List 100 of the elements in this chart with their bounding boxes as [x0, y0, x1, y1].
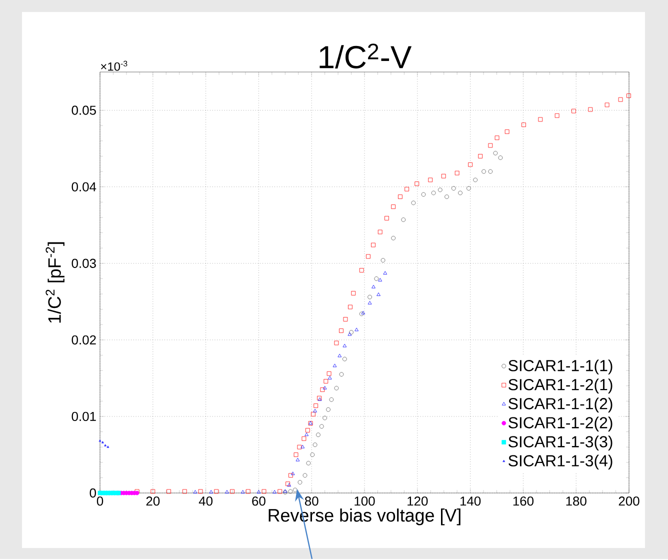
- point: [458, 190, 462, 196]
- x-tick-label: 60: [252, 496, 266, 506]
- y-tick-label: 0.05: [72, 106, 96, 116]
- point: [572, 109, 576, 114]
- point: [498, 156, 503, 160]
- point: [401, 218, 406, 222]
- point: [225, 490, 229, 494]
- point: [342, 344, 347, 348]
- point: [294, 452, 298, 458]
- point: [454, 171, 460, 176]
- point: [468, 162, 473, 168]
- point: [311, 412, 316, 417]
- x-tick-label: 20: [146, 496, 160, 506]
- y-axis-title: 1/C$^{2}$ [pF$^{-2}$]: [46, 242, 64, 323]
- point: [288, 489, 293, 494]
- point: [339, 328, 344, 334]
- point: [378, 278, 382, 282]
- x-tick-label: 40: [198, 496, 213, 506]
- point: [374, 276, 379, 282]
- x-tick-label: 0: [96, 496, 104, 506]
- point: [326, 372, 332, 376]
- point: [312, 442, 318, 448]
- point: [193, 490, 198, 494]
- point: [256, 490, 261, 494]
- point: [322, 386, 327, 390]
- point: [319, 424, 324, 429]
- point: [150, 489, 156, 494]
- point: [488, 170, 493, 174]
- legend-label: SICAR1-1-1(2): [508, 398, 612, 413]
- point: [359, 268, 364, 273]
- point: [493, 151, 498, 156]
- point: [322, 416, 328, 420]
- legend-label: SICAR1-1-2(2): [508, 416, 612, 432]
- point: [313, 409, 317, 412]
- x-tick-label: 140: [460, 496, 481, 506]
- point: [324, 379, 328, 384]
- legend-label: SICAR1-1-3(4): [508, 454, 612, 470]
- point: [438, 188, 442, 192]
- point: [431, 190, 436, 196]
- point: [305, 428, 310, 433]
- x-tick-label: 180: [566, 496, 586, 506]
- point: [404, 187, 410, 192]
- point: [339, 372, 344, 377]
- point: [262, 489, 266, 494]
- x-tick-label: 200: [618, 496, 640, 506]
- point: [334, 340, 339, 346]
- point: [296, 458, 300, 462]
- point: [441, 174, 446, 178]
- point: [391, 204, 396, 210]
- point: [384, 216, 389, 221]
- y-tick-label: 0.02: [72, 336, 96, 345]
- point: [320, 388, 325, 392]
- point: [482, 170, 486, 174]
- point: [328, 376, 332, 380]
- point: [292, 488, 298, 492]
- point: [338, 354, 342, 358]
- point: [398, 194, 402, 200]
- point: [414, 182, 420, 186]
- chart-title: 1/C$^{2}$-V: [320, 44, 412, 69]
- point: [306, 461, 311, 466]
- legend-label: SICAR1-1-2(1): [508, 378, 612, 394]
- point: [310, 452, 315, 458]
- y-tick-label: 0.04: [72, 182, 96, 192]
- point: [473, 178, 478, 182]
- point: [371, 242, 376, 248]
- point: [378, 230, 382, 234]
- y-tick-label: 0: [90, 488, 96, 498]
- x-tick-label: 160: [513, 496, 534, 506]
- legend-label: SICAR1-1-1(1): [508, 360, 612, 375]
- point: [214, 489, 219, 494]
- point: [444, 194, 449, 200]
- point: [166, 489, 171, 494]
- point: [376, 292, 380, 296]
- point: [354, 328, 358, 332]
- point: [494, 136, 500, 140]
- point: [240, 490, 245, 494]
- x-tick-label: 80: [304, 496, 318, 506]
- point: [466, 186, 471, 191]
- point: [278, 489, 282, 494]
- point: [391, 236, 396, 240]
- point: [209, 490, 214, 494]
- x-tick-label: 120: [408, 496, 428, 506]
- point: [297, 445, 302, 450]
- point: [604, 102, 610, 108]
- legend-label: SICAR1-1-3(3): [508, 436, 612, 451]
- point: [348, 332, 352, 336]
- point: [329, 398, 334, 402]
- point: [522, 122, 526, 128]
- point: [626, 94, 631, 98]
- point: [351, 291, 356, 296]
- point: [332, 364, 337, 368]
- x-tick-label: 100: [354, 496, 375, 506]
- y-tick-label: 0.01: [72, 412, 96, 422]
- point: [383, 271, 388, 275]
- point: [300, 445, 305, 448]
- point: [342, 357, 347, 362]
- point: [411, 200, 416, 206]
- y-tick-label: 0.03: [72, 258, 96, 268]
- point: [538, 117, 543, 122]
- point: [368, 301, 372, 305]
